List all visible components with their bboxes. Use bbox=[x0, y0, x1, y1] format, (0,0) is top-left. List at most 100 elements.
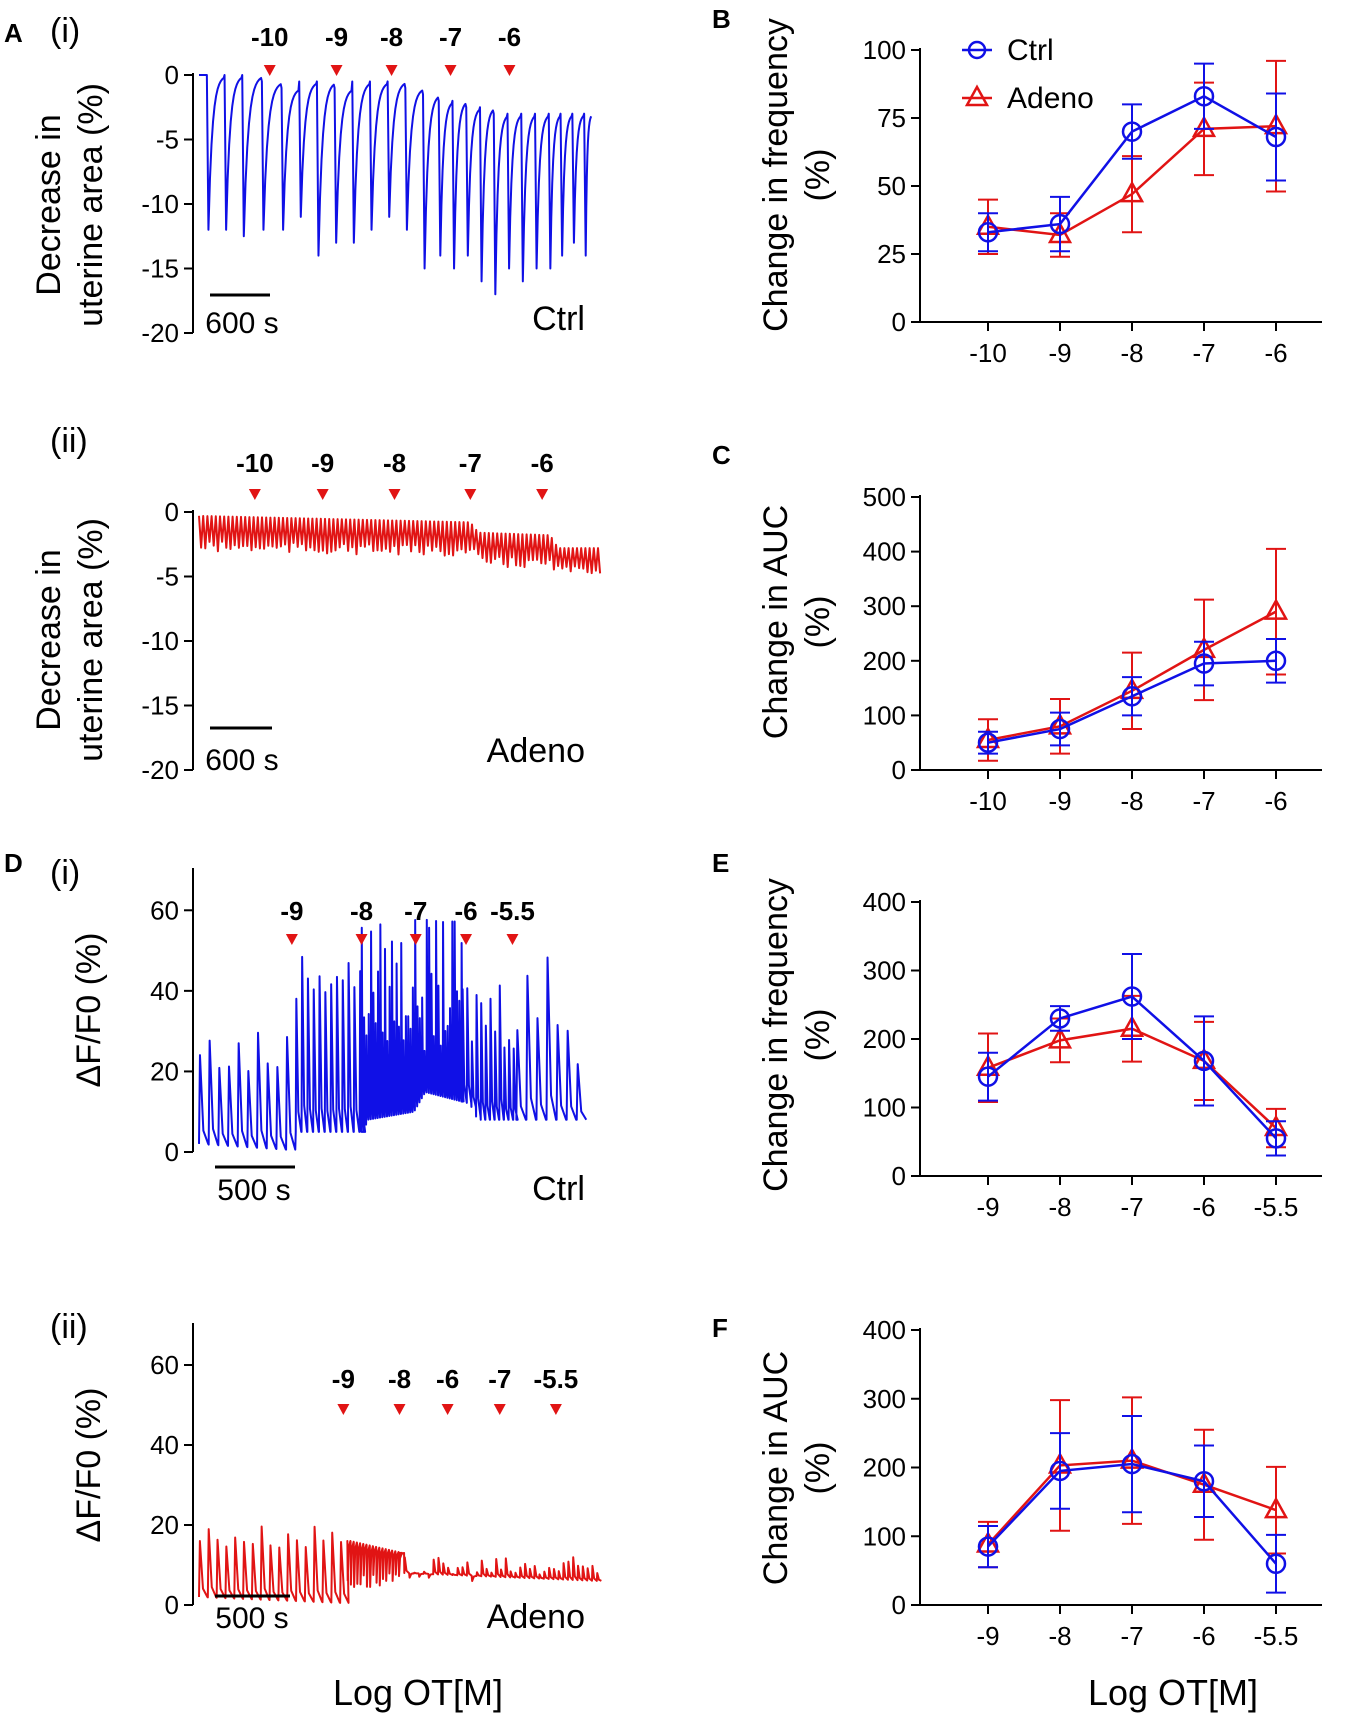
data-point-circle bbox=[977, 732, 999, 753]
trace-line bbox=[198, 1525, 602, 1604]
data-point-circle bbox=[1049, 213, 1071, 235]
scale-bar-label: 600 s bbox=[205, 744, 278, 777]
trace-panel-a-i: (i) 0 -5 -10 -15 -20 Decrease in uterine area (… bbox=[30, 12, 593, 348]
trace-line bbox=[199, 74, 593, 296]
dose-arrow-marker bbox=[337, 1404, 350, 1415]
y-tick-label: -5 bbox=[156, 125, 179, 155]
x-tick-label: -9 bbox=[1048, 338, 1071, 368]
data-point-triangle bbox=[1263, 598, 1289, 620]
x-tick-label: -9 bbox=[976, 1192, 999, 1222]
dose-arrow-marker bbox=[441, 1404, 454, 1415]
dose-label: -8 bbox=[380, 22, 403, 52]
series-line bbox=[987, 1462, 1277, 1565]
data-point-circle bbox=[1121, 1453, 1143, 1475]
data-point-circle bbox=[1121, 986, 1143, 1007]
x-tick-label: -9 bbox=[1048, 786, 1071, 816]
dose-arrow-marker bbox=[460, 934, 473, 945]
series-ctrl bbox=[977, 1414, 1287, 1594]
dose-label: -9 bbox=[280, 896, 303, 926]
x-tick-label: -5.5 bbox=[1254, 1621, 1299, 1651]
y-tick-label: 0 bbox=[165, 497, 179, 527]
y-tick-label: 60 bbox=[150, 1350, 179, 1380]
dose-arrow-marker bbox=[444, 65, 457, 76]
data-point-circle bbox=[1193, 85, 1215, 107]
x-tick-label: -7 bbox=[1120, 1621, 1143, 1651]
x-tick-label: -6 bbox=[1192, 1621, 1215, 1651]
data-point-circle bbox=[1049, 1008, 1071, 1029]
y-tick-label: 500 bbox=[863, 482, 906, 512]
dose-arrow-marker bbox=[285, 934, 298, 945]
scale-bar-label: 600 s bbox=[205, 307, 278, 340]
data-point-circle bbox=[1121, 686, 1143, 707]
legend-marker-adeno bbox=[964, 84, 990, 107]
dose-arrow-marker bbox=[263, 65, 276, 76]
y-tick-label: 20 bbox=[150, 1510, 179, 1540]
scale-bar-label: 500 s bbox=[217, 1174, 290, 1207]
panel-label-b: B bbox=[712, 4, 731, 34]
x-tick-label: -8 bbox=[1048, 1621, 1071, 1651]
y-tick-label: -15 bbox=[141, 691, 179, 721]
dose-label: -5.5 bbox=[490, 896, 535, 926]
y-tick-label: -20 bbox=[141, 318, 179, 348]
sub-label: (i) bbox=[50, 854, 80, 892]
y-axis-label-line: Change in frequency bbox=[757, 878, 795, 1192]
y-tick-label: 300 bbox=[863, 956, 906, 986]
y-tick-label: 300 bbox=[863, 1384, 906, 1414]
panel-label-d: D bbox=[4, 848, 23, 878]
y-tick-label: 100 bbox=[863, 1093, 906, 1123]
x-tick-label: -5.5 bbox=[1254, 1192, 1299, 1222]
y-axis-label-line: uterine area (%) bbox=[72, 518, 110, 762]
condition-label: Adeno bbox=[487, 732, 585, 770]
y-tick-label: 40 bbox=[150, 1430, 179, 1460]
y-axis-label: Decrease in uterine area (%) bbox=[30, 83, 110, 327]
data-point-circle bbox=[977, 221, 999, 243]
dose-arrow-marker bbox=[506, 934, 519, 945]
data-point-triangle bbox=[1047, 1026, 1073, 1049]
y-tick-label: 60 bbox=[150, 895, 179, 925]
y-axis-label: ΔF/F0 (%) bbox=[70, 1388, 108, 1543]
data-point-circle bbox=[977, 1066, 999, 1087]
panel-label-f: F bbox=[712, 1313, 728, 1343]
y-tick-label: 100 bbox=[863, 700, 906, 730]
series-line bbox=[987, 995, 1277, 1140]
data-point-circle bbox=[1049, 718, 1071, 740]
data-point-circle bbox=[1121, 121, 1143, 142]
y-tick-label: -10 bbox=[141, 626, 179, 656]
x-tick-label: -7 bbox=[1120, 1192, 1143, 1222]
sub-label: (ii) bbox=[50, 422, 88, 460]
panel-label-c: C bbox=[712, 440, 731, 470]
x-tick-label: -6 bbox=[1264, 786, 1287, 816]
condition-label: Adeno bbox=[487, 1598, 585, 1636]
dose-arrow-marker bbox=[393, 1404, 406, 1415]
dose-arrow-marker bbox=[388, 489, 401, 500]
trace-panel-d-ii: (ii) 0 20 40 60 ΔF/F0 (%) -9 -8 -6 -7 -5.5 500 s Ade… bbox=[50, 1308, 602, 1636]
y-axis-label-line: Change in frequency bbox=[757, 18, 795, 332]
panel-label-a: A bbox=[4, 18, 23, 48]
sub-label: (i) bbox=[50, 12, 80, 50]
dose-label: -6 bbox=[498, 22, 521, 52]
series-line bbox=[987, 659, 1277, 744]
data-point-circle bbox=[1265, 126, 1287, 148]
dose-arrow-marker bbox=[536, 489, 549, 500]
dose-arrow-marker bbox=[549, 1404, 562, 1415]
dose-label: -6 bbox=[436, 1364, 459, 1394]
y-tick-label: 50 bbox=[877, 171, 906, 201]
x-tick-label: -7 bbox=[1192, 338, 1215, 368]
x-tick-label: -10 bbox=[969, 338, 1007, 368]
y-axis-label-line: uterine area (%) bbox=[72, 83, 110, 327]
legend: Ctrl Adeno bbox=[962, 34, 1094, 115]
data-point-triangle bbox=[1119, 180, 1145, 203]
dose-arrow-marker bbox=[248, 489, 261, 500]
y-axis-label-line: (%) bbox=[799, 596, 837, 649]
legend-marker-ctrl bbox=[967, 40, 987, 60]
dose-arrow-marker bbox=[493, 1404, 506, 1415]
data-point-triangle bbox=[1191, 115, 1217, 138]
y-tick-label: 100 bbox=[863, 1521, 906, 1551]
series-adeno bbox=[975, 547, 1289, 762]
series-ctrl bbox=[977, 637, 1287, 755]
y-tick-label: 20 bbox=[150, 1056, 179, 1086]
y-axis-label: Change in AUC (%) bbox=[757, 1351, 837, 1585]
dose-label: -6 bbox=[531, 448, 554, 478]
plot-panel-f: 0 100 200 300 400 -9 -8 -7 -6 -5.5 Change in AUC (%… bbox=[757, 1315, 1322, 1651]
trace-line bbox=[198, 918, 588, 1151]
